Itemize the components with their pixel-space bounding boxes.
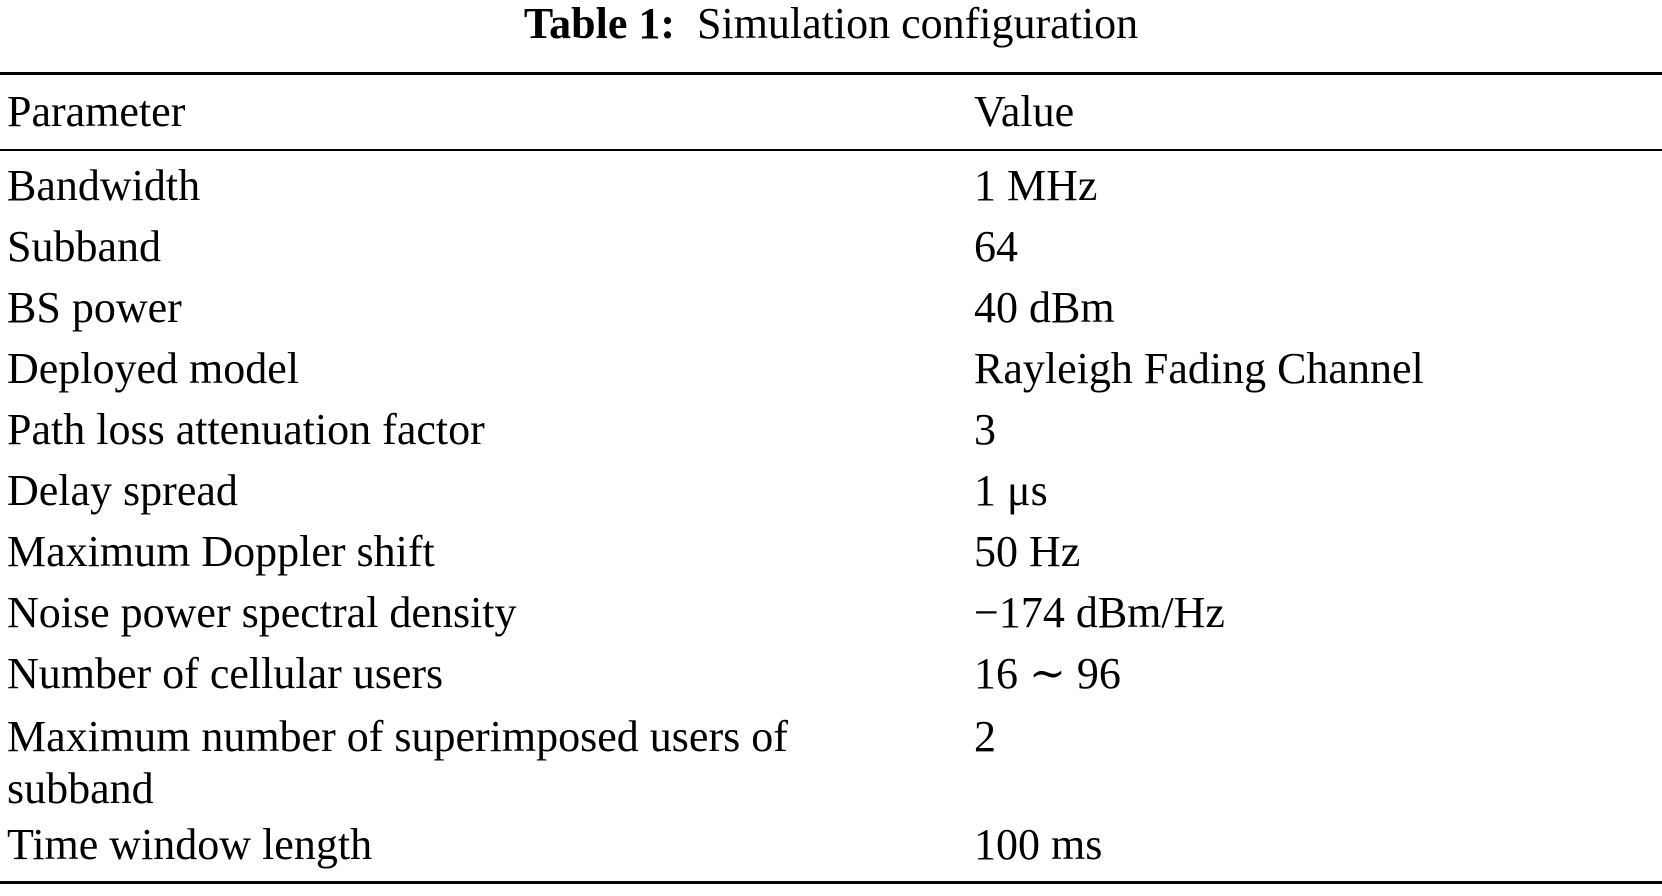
value-cell: 50 Hz	[974, 527, 1081, 576]
value-cell: 1 MHz	[974, 161, 1098, 210]
parameter-cell: Deployed model	[7, 344, 300, 393]
value-cell: 3	[974, 405, 996, 454]
table-row: Bandwidth 1 MHz	[0, 151, 1662, 221]
value-cell: −174 dBm/Hz	[974, 588, 1225, 637]
simulation-configuration-table: Parameter Value Bandwidth 1 MHz Subband …	[0, 72, 1662, 884]
table-caption: Table 1: Simulation configuration	[0, 2, 1662, 46]
table-row: Deployed model Rayleigh Fading Channel	[0, 343, 1662, 404]
parameter-cell: Noise power spectral density	[7, 588, 517, 637]
value-cell: 2	[974, 712, 996, 761]
value-cell: Rayleigh Fading Channel	[974, 344, 1424, 393]
table-title: Simulation configuration	[697, 0, 1139, 48]
table-row: Time window length 100 ms	[0, 819, 1662, 881]
bottom-rule	[0, 881, 1662, 884]
data-table-body: Bandwidth 1 MHz Subband 64 BS power 40 d…	[0, 151, 1662, 881]
header-row: Parameter Value	[0, 75, 1662, 149]
column-header-parameter: Parameter	[7, 87, 186, 136]
column-header-value: Value	[974, 87, 1075, 136]
value-cell: 16 ∼ 96	[974, 649, 1121, 698]
table-label: Table 1:	[523, 0, 675, 48]
parameter-cell: Delay spread	[7, 466, 238, 515]
table-row: Number of cellular users 16 ∼ 96	[0, 648, 1662, 709]
value-cell: 64	[974, 222, 1018, 271]
table-row: Maximum number of superimposed users of …	[0, 709, 1662, 819]
top-rule	[0, 72, 1662, 75]
parameter-cell: Maximum number of superimposed users of …	[7, 712, 788, 813]
value-cell: 100 ms	[974, 820, 1103, 869]
table-row: Maximum Doppler shift 50 Hz	[0, 526, 1662, 587]
table-row: Delay spread 1 μs	[0, 465, 1662, 526]
parameter-cell: BS power	[7, 283, 182, 332]
parameter-cell: Maximum Doppler shift	[7, 527, 435, 576]
header-rule	[0, 149, 1662, 151]
value-cell: 40 dBm	[974, 283, 1115, 332]
parameter-cell: Time window length	[7, 820, 373, 869]
parameter-cell: Path loss attenuation factor	[7, 405, 485, 454]
parameter-cell: Bandwidth	[7, 161, 201, 210]
data-table: Parameter Value	[0, 75, 1662, 149]
parameter-cell: Subband	[7, 222, 161, 271]
table-row: BS power 40 dBm	[0, 282, 1662, 343]
table-row: Noise power spectral density −174 dBm/Hz	[0, 587, 1662, 648]
parameter-cell: Number of cellular users	[7, 649, 444, 698]
value-cell: 1 μs	[974, 466, 1048, 515]
table-row: Subband 64	[0, 221, 1662, 282]
table-row: Path loss attenuation factor 3	[0, 404, 1662, 465]
